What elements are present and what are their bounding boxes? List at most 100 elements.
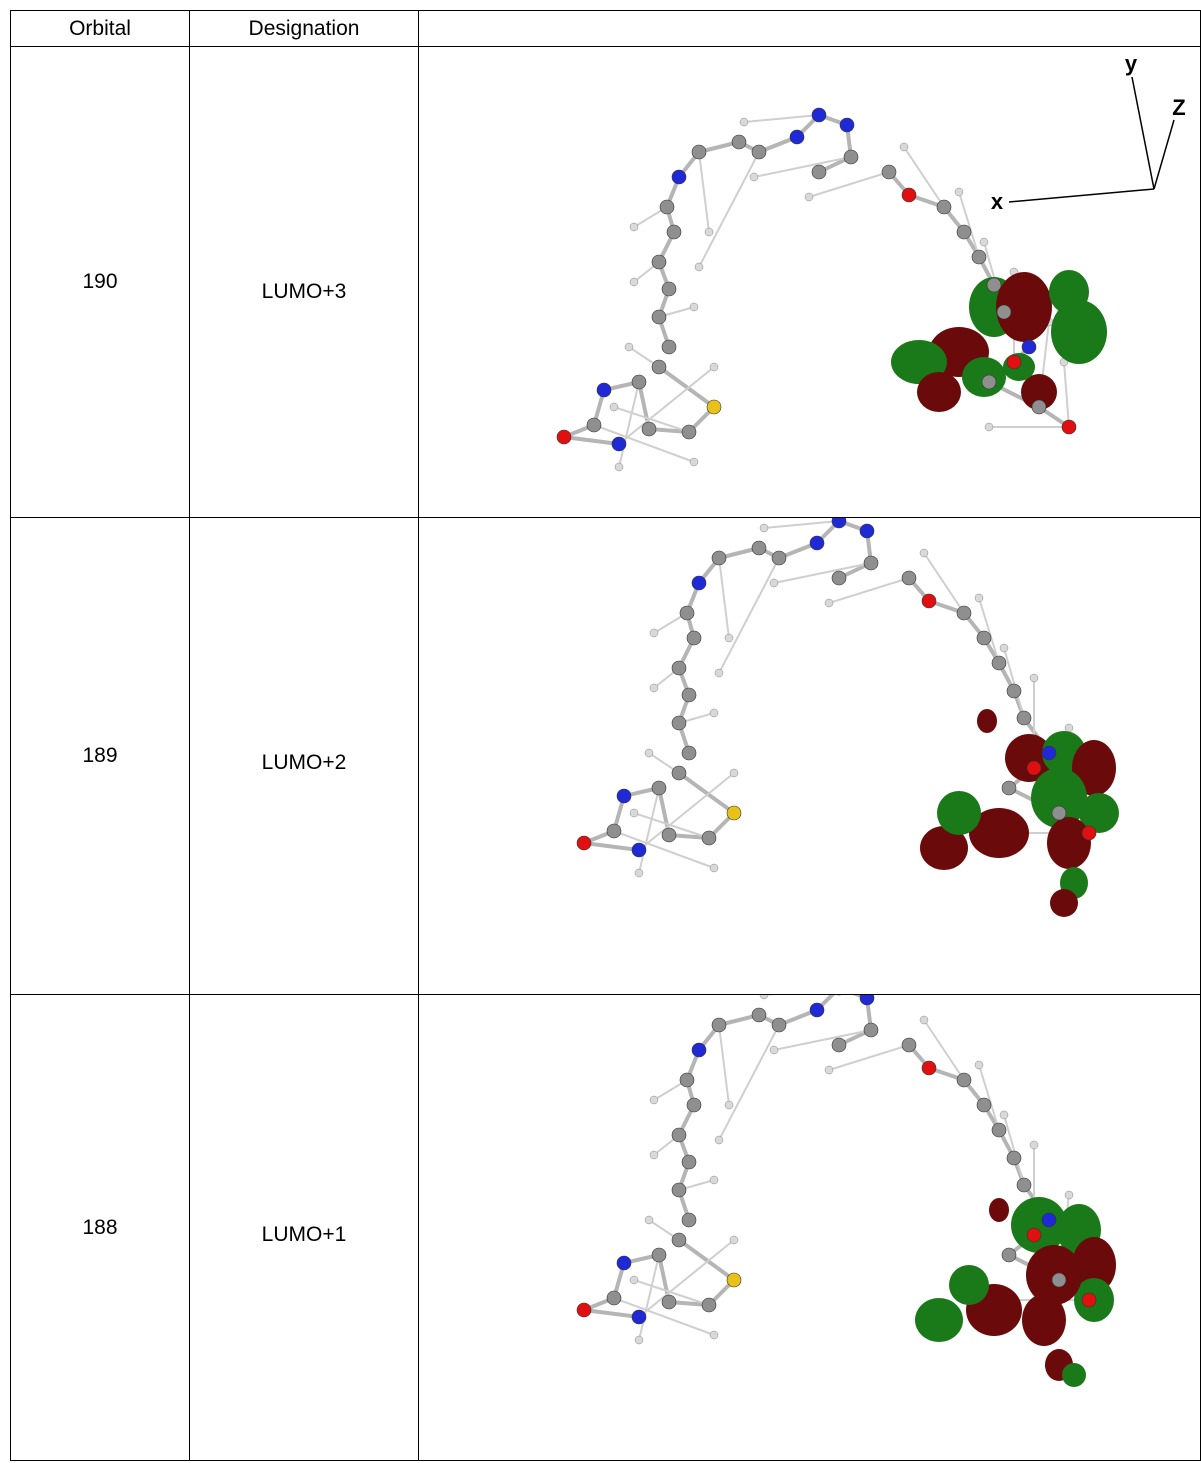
atom-c — [936, 199, 952, 215]
atom-c — [671, 1232, 687, 1248]
atom-o — [1081, 1292, 1097, 1308]
atom-n — [691, 1042, 707, 1058]
hydrogen-atom — [974, 593, 984, 603]
hydrogen-atom — [714, 1135, 724, 1145]
atom-s — [706, 399, 722, 415]
hydrogen-atom — [624, 342, 634, 352]
orbital-lobe — [936, 791, 981, 835]
atom-n — [611, 436, 627, 452]
bond — [717, 1024, 730, 1106]
hydrogen-atom — [1029, 1140, 1039, 1150]
atom-c — [811, 164, 827, 180]
hydrogen-atom — [709, 708, 719, 718]
atom-c — [681, 424, 697, 440]
bond — [763, 520, 840, 529]
y-axis-line — [1131, 76, 1155, 190]
bond — [638, 772, 735, 851]
bond — [633, 1279, 710, 1306]
atom-n — [1041, 1212, 1057, 1228]
atom-c — [956, 224, 972, 240]
atom-o — [1026, 1227, 1042, 1243]
atom-c — [661, 281, 677, 297]
atom-c — [659, 199, 675, 215]
atom-n — [596, 382, 612, 398]
atom-n — [859, 523, 875, 539]
atom-c — [671, 715, 687, 731]
hydrogen-atom — [954, 187, 964, 197]
hydrogen-atom — [729, 768, 739, 778]
atom-c — [661, 827, 677, 843]
hydrogen-atom — [729, 1235, 739, 1245]
orbital-table: Orbital Designation 190 LUMO+3 x y Z 189 L… — [10, 10, 1201, 1461]
bond — [978, 1064, 1000, 1131]
hydrogen-atom — [984, 422, 994, 432]
orbital-figure-cell: x y Z — [417, 46, 1201, 518]
atom-c — [863, 555, 879, 571]
atom-c — [651, 780, 667, 796]
table-row: 189 LUMO+2 — [10, 517, 1201, 995]
orbital-lobe — [1030, 768, 1087, 828]
bond — [633, 812, 710, 839]
atom-n — [809, 1002, 825, 1018]
z-axis-line — [1153, 119, 1175, 190]
orbital-figure-lumo1 — [576, 995, 1116, 1387]
hydrogen-atom — [979, 237, 989, 247]
bond — [583, 1308, 640, 1319]
atom-n — [631, 1309, 647, 1325]
atom-c — [701, 1297, 717, 1313]
atom-c — [1001, 1247, 1017, 1263]
hydrogen-atom — [649, 628, 659, 638]
atom-n — [839, 117, 855, 133]
hydrogen-atom — [634, 868, 644, 878]
table-row: 190 LUMO+3 x y Z — [10, 46, 1201, 518]
bond — [773, 1029, 872, 1051]
hydrogen-atom — [709, 1175, 719, 1185]
atom-o — [1026, 760, 1042, 776]
atom-c — [996, 304, 1012, 320]
atom-c — [1016, 710, 1032, 726]
atom-n — [616, 1255, 632, 1271]
atom-c — [981, 374, 997, 390]
orbital-figure-cell — [417, 994, 1201, 1461]
orbital-designation: LUMO+1 — [189, 994, 419, 1461]
orbital-lobe — [976, 709, 997, 733]
hydrogen-atom — [749, 172, 759, 182]
atom-c — [881, 164, 897, 180]
atom-n — [631, 842, 647, 858]
orbital-lobe — [968, 808, 1029, 858]
atom-c — [731, 134, 747, 150]
axis-triad: x y Z — [991, 51, 1186, 214]
atom-c — [586, 417, 602, 433]
hydrogen-atom — [689, 302, 699, 312]
atom-o — [901, 187, 917, 203]
orbital-lobe — [1050, 300, 1107, 364]
bond — [753, 156, 852, 178]
atom-c — [651, 254, 667, 270]
atom-c — [661, 1294, 677, 1310]
hydrogen-atom — [769, 1045, 779, 1055]
atom-n — [859, 995, 875, 1006]
hydrogen-atom — [899, 142, 909, 152]
atom-o — [576, 1302, 592, 1318]
atom-o — [556, 429, 572, 445]
atom-c — [651, 1247, 667, 1263]
atom-c — [686, 1097, 702, 1113]
atom-c — [901, 570, 917, 586]
atom-c — [1051, 1272, 1067, 1288]
atom-s — [726, 805, 742, 821]
bond — [638, 1239, 735, 1318]
atom-c — [986, 277, 1002, 293]
atom-o — [921, 1060, 937, 1076]
molecule — [556, 107, 1107, 472]
hydrogen-atom — [724, 1100, 734, 1110]
hydrogen-atom — [649, 683, 659, 693]
atom-c — [1006, 683, 1022, 699]
orbital-figure-cell — [417, 517, 1201, 995]
atom-c — [691, 144, 707, 160]
hydrogen-atom — [704, 227, 714, 237]
bond — [657, 365, 716, 409]
bond — [923, 552, 965, 614]
orbital-lobe — [995, 272, 1052, 342]
hydrogen-atom — [629, 277, 639, 287]
bond — [698, 151, 760, 268]
